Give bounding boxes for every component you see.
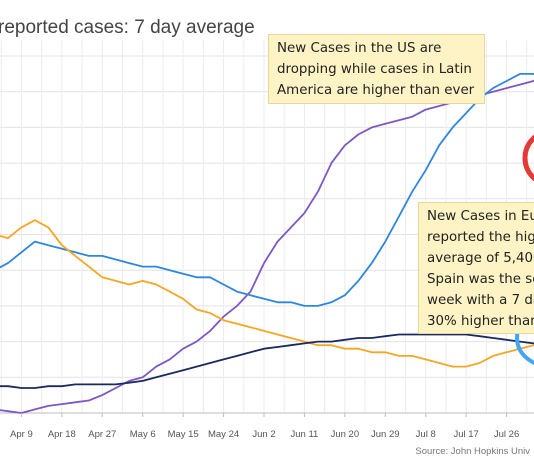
annotation-line: week with a 7 day	[427, 293, 534, 308]
series-line-2	[0, 73, 534, 307]
annotation-line: reported the high	[427, 230, 534, 245]
x-tick-label: Jul 17	[453, 429, 478, 440]
annotation-line: New Cases in the US are	[277, 41, 442, 56]
red-circle-highlight	[522, 134, 534, 182]
series-line-1	[0, 79, 534, 414]
blue-circle-highlight	[515, 311, 534, 365]
annotation-line: average of 5,400 c	[427, 251, 534, 266]
x-tick-label: May 24	[208, 429, 239, 440]
x-tick-label: Jul 8	[416, 429, 436, 440]
annotation-line: 30% higher than l	[427, 314, 534, 329]
x-tick-label: Jun 29	[371, 429, 400, 440]
x-tick-label: Jul 26	[494, 429, 519, 440]
europe-annotation: New Cases in Eur reported the high avera…	[418, 202, 534, 334]
x-tick-label: Apr 27	[88, 429, 116, 440]
annotation-line: New Cases in Eur	[427, 209, 534, 224]
series-line-4	[0, 333, 534, 389]
chart-title: reported cases: 7 day average	[0, 17, 255, 38]
x-tick-label: Apr 9	[10, 429, 33, 440]
x-tick-label: May 15	[168, 429, 199, 440]
x-tick-label: Apr 18	[48, 429, 76, 440]
x-tick-label: Jun 11	[291, 429, 319, 440]
annotation-line: America are higher than ever	[277, 83, 475, 98]
x-tick-label: Jun 2	[252, 429, 275, 440]
source-note: Source: John Hopkins Univ	[415, 446, 530, 457]
annotation-line: dropping while cases in Latin	[277, 62, 472, 77]
annotation-line: Spain was the se	[427, 272, 534, 287]
x-axis-ticks: Apr 9 Apr 18 Apr 27 May 6 May 15 May 24 Jun 2 J…	[10, 413, 519, 440]
us-annotation: New Cases in the US are dropping while c…	[268, 34, 485, 104]
x-tick-label: Jun 20	[331, 429, 360, 440]
x-tick-label: May 6	[130, 429, 156, 440]
